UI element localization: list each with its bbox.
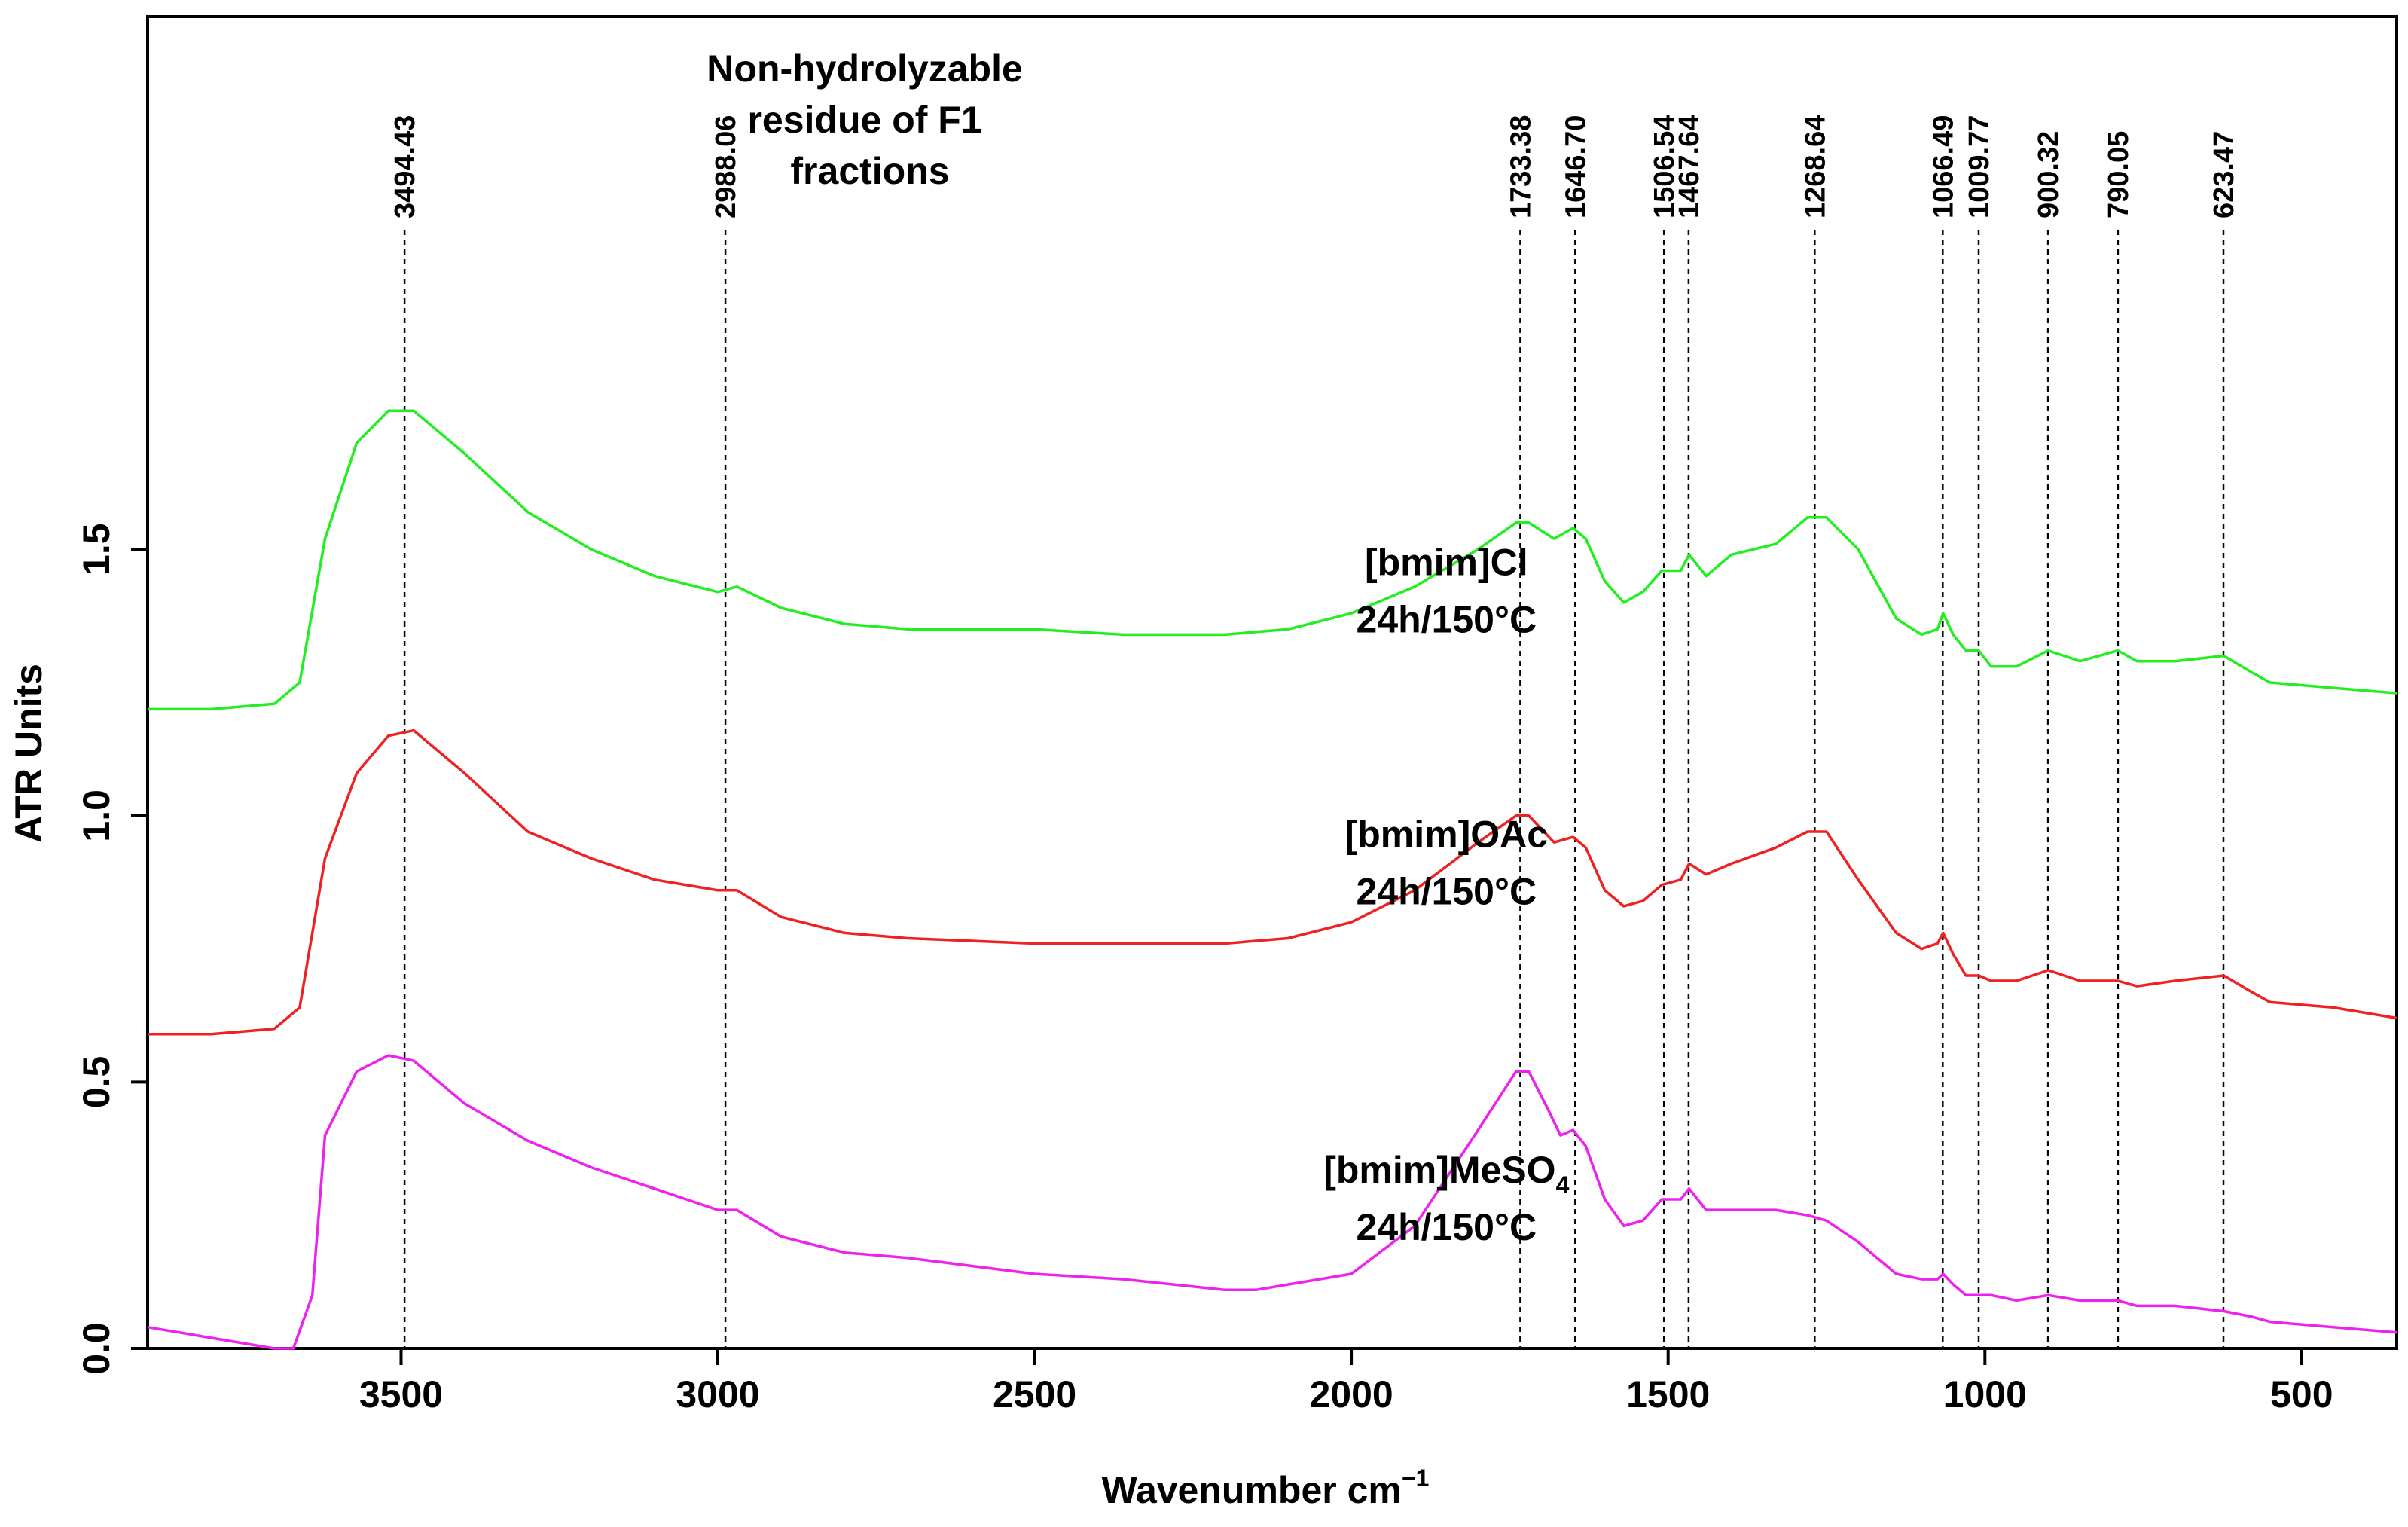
series-label-1: [bmim]OAc <box>1345 813 1548 855</box>
series-labels: [bmim]Cl 24h/150°C [bmim]OAc 24h/150°C [bmim… <box>1323 542 1569 1248</box>
x-tick-label-0: 3500 <box>359 1373 443 1416</box>
x-tick-label-5: 1000 <box>1943 1373 2027 1416</box>
peak-label-1: 2988.06 <box>710 115 742 218</box>
y-axis-title: ATR Units <box>8 664 50 843</box>
x-tick-label-6: 500 <box>2270 1373 2333 1416</box>
x-axis: 3500 3000 2500 2000 1500 1000 500 <box>359 1348 2333 1416</box>
x-tick-label-2: 2500 <box>993 1373 1076 1416</box>
peak-label-5: 1467.64 <box>1674 115 1705 218</box>
chart-title-line-1: Non-hydrolyzable <box>707 47 1022 90</box>
x-tick-label-3: 2000 <box>1309 1373 1393 1416</box>
x-axis-title: Wavenumber cm−1 <box>1102 1464 1430 1511</box>
y-tick-label-1: 0.5 <box>75 1056 118 1109</box>
chart-title-line-3: fractions <box>790 150 949 192</box>
peak-label-0: 3494.43 <box>389 115 421 218</box>
x-tick-label-1: 3000 <box>676 1373 759 1416</box>
peak-markers: 3494.43 2988.06 1733.38 1646.70 1506.541467.… <box>389 115 2240 1348</box>
peak-label-6: 1268.64 <box>1799 115 1831 218</box>
series-label-line2-1: 24h/150°C <box>1357 870 1537 912</box>
peak-label-9: 900.32 <box>2033 131 2065 218</box>
peak-label-10: 790.05 <box>2103 131 2135 218</box>
series-label-line2-0: 24h/150°C <box>1357 599 1537 641</box>
plot-frame <box>146 15 2398 1350</box>
series-line-1 <box>148 728 2397 1036</box>
series-label-line2-2: 24h/150°C <box>1357 1206 1537 1248</box>
chart-title: Non-hydrolyzable residue of F1 fractions <box>707 47 1033 192</box>
peak-label-11: 623.47 <box>2208 131 2240 218</box>
peak-label-2: 1733.38 <box>1505 115 1537 218</box>
y-axis: 0.0 0.5 1.0 1.5 <box>75 523 148 1375</box>
y-tick-label-2: 1.0 <box>75 789 118 842</box>
y-tick-label-3: 1.5 <box>75 523 118 576</box>
y-tick-label-0: 0.0 <box>75 1322 118 1375</box>
x-tick-label-4: 1500 <box>1626 1373 1710 1416</box>
series-line-0 <box>148 409 2397 711</box>
peak-label-8: 1009.77 <box>1964 115 1995 218</box>
peak-label-4: 1506.54 <box>1649 115 1680 218</box>
peak-label-7: 1066.49 <box>1927 115 1959 218</box>
x-axis-title-superscript: −1 <box>1402 1464 1429 1492</box>
series-label-2: [bmim]MeSO4 <box>1323 1149 1569 1199</box>
series-line-2 <box>147 1054 2397 1350</box>
series-lines <box>147 409 2397 1350</box>
chart-title-line-2: residue of F1 <box>747 99 981 141</box>
peak-label-3: 1646.70 <box>1560 115 1592 218</box>
series-label-0: [bmim]Cl <box>1365 542 1528 584</box>
